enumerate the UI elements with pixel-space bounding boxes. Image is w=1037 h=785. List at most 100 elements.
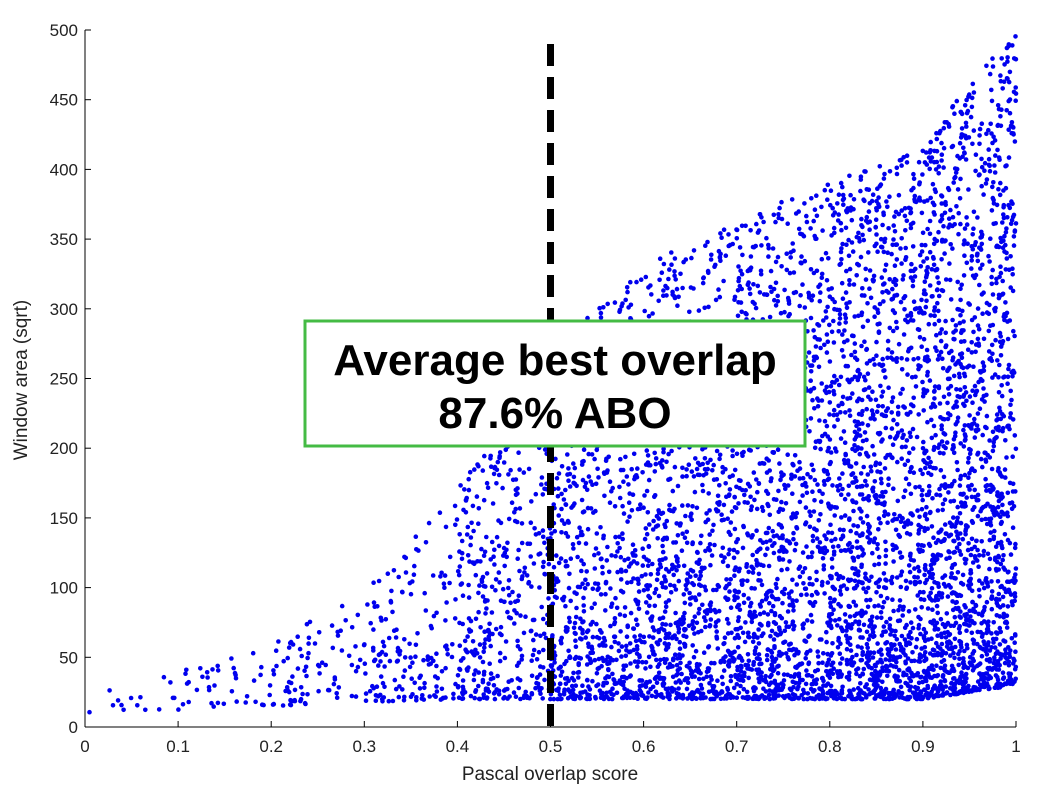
data-point xyxy=(883,663,889,669)
data-point xyxy=(730,453,735,459)
data-point xyxy=(699,686,705,691)
data-point xyxy=(910,244,916,249)
data-point xyxy=(184,667,189,673)
data-point xyxy=(349,662,355,668)
data-point xyxy=(902,405,907,410)
data-point xyxy=(670,289,675,295)
data-point xyxy=(767,512,773,518)
data-point xyxy=(754,557,759,563)
data-point xyxy=(847,413,853,419)
data-point xyxy=(901,672,906,678)
data-point xyxy=(396,694,402,700)
data-point xyxy=(804,544,809,549)
data-point xyxy=(878,593,884,599)
data-point xyxy=(572,465,578,471)
data-point xyxy=(741,523,746,529)
data-point xyxy=(916,522,921,528)
data-point xyxy=(903,652,908,658)
data-point xyxy=(430,573,436,578)
data-point xyxy=(991,620,996,625)
data-point xyxy=(977,406,983,412)
data-point xyxy=(634,644,640,649)
data-point xyxy=(899,163,904,168)
data-point xyxy=(376,663,381,668)
data-point xyxy=(867,268,873,273)
data-point xyxy=(456,572,462,578)
data-point xyxy=(658,564,664,570)
data-point xyxy=(792,453,798,458)
data-point xyxy=(808,226,813,231)
data-point xyxy=(874,198,879,204)
data-point xyxy=(489,610,495,615)
data-point xyxy=(829,504,834,509)
data-point xyxy=(821,651,826,656)
data-point xyxy=(893,628,898,634)
data-point xyxy=(480,468,486,473)
data-point xyxy=(696,308,702,313)
data-point xyxy=(853,566,858,571)
data-point xyxy=(762,677,768,682)
data-point xyxy=(617,612,623,617)
data-point xyxy=(594,683,599,689)
data-point xyxy=(834,690,839,695)
data-point xyxy=(857,239,862,244)
data-point xyxy=(554,576,559,581)
data-point xyxy=(566,678,571,684)
data-point xyxy=(883,553,889,559)
data-point xyxy=(428,623,434,629)
data-point xyxy=(790,679,796,685)
data-point xyxy=(814,213,820,219)
data-point xyxy=(693,668,699,673)
data-point xyxy=(578,616,583,621)
data-point xyxy=(877,461,883,467)
data-point xyxy=(647,595,653,601)
data-point xyxy=(735,537,741,542)
data-point xyxy=(605,661,611,666)
data-point xyxy=(800,475,806,481)
data-point xyxy=(828,617,833,623)
data-point xyxy=(915,542,921,548)
data-point xyxy=(473,688,479,693)
data-point xyxy=(672,256,678,261)
data-point xyxy=(865,472,871,477)
data-point xyxy=(633,695,638,700)
data-point xyxy=(661,288,666,293)
data-point xyxy=(837,316,843,321)
data-point xyxy=(808,612,814,618)
data-point xyxy=(794,510,800,516)
data-point xyxy=(848,208,853,213)
data-point xyxy=(834,669,840,674)
data-point xyxy=(757,290,763,295)
data-point xyxy=(862,198,867,204)
data-point xyxy=(871,452,877,457)
data-point xyxy=(810,538,816,544)
data-point xyxy=(487,661,493,666)
data-point xyxy=(612,621,617,627)
data-point xyxy=(917,579,923,585)
data-point xyxy=(728,652,733,658)
data-point xyxy=(768,284,773,290)
data-point xyxy=(891,664,896,669)
data-point xyxy=(894,422,900,427)
data-point xyxy=(830,544,836,550)
data-point xyxy=(629,579,634,585)
data-point xyxy=(597,643,602,648)
data-point xyxy=(783,501,789,506)
data-point xyxy=(681,592,687,597)
data-point xyxy=(863,478,868,484)
data-point xyxy=(851,660,857,665)
data-point xyxy=(579,568,584,574)
data-point xyxy=(683,513,688,519)
data-point xyxy=(725,687,731,692)
data-point xyxy=(912,274,918,279)
data-point xyxy=(161,674,167,680)
data-point xyxy=(843,315,849,321)
data-point xyxy=(692,631,697,636)
data-point xyxy=(731,695,736,700)
data-point xyxy=(797,476,803,481)
data-point xyxy=(756,652,762,657)
data-point xyxy=(892,517,897,522)
data-point xyxy=(233,675,239,681)
data-point xyxy=(304,673,309,679)
data-point xyxy=(674,696,679,701)
